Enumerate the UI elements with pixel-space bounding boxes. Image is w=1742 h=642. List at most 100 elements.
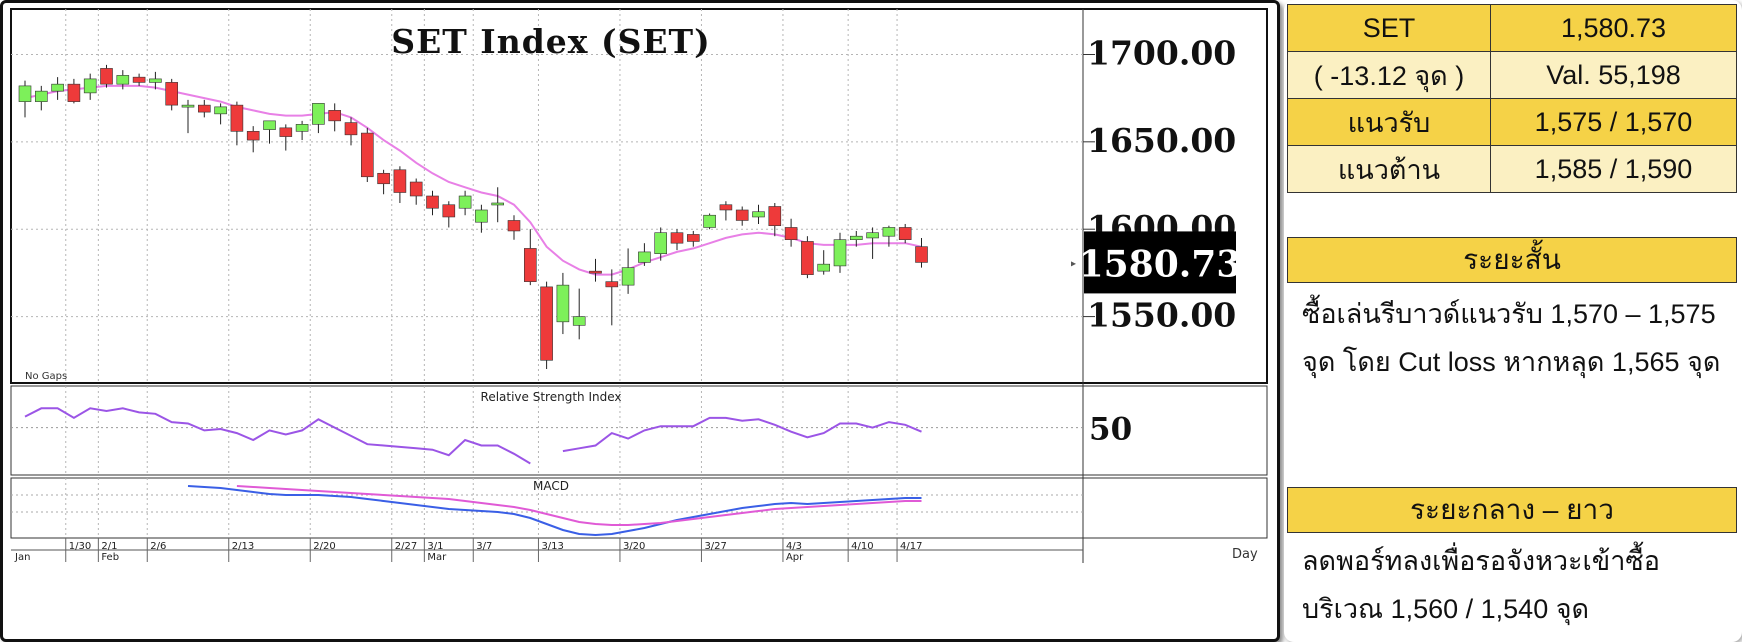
date-tick-label: 4/3 (786, 541, 802, 552)
candle-body (165, 82, 178, 106)
candle (83, 73, 97, 100)
candle-body (475, 209, 488, 223)
gaps-note: No Gaps (25, 371, 67, 382)
candle-body (589, 270, 602, 274)
candle (686, 230, 700, 247)
candle-body (83, 78, 97, 94)
candle (67, 78, 81, 104)
candle-body (442, 204, 456, 218)
rsi-panel-frame (10, 385, 1268, 476)
candle-body (866, 232, 879, 239)
candle (344, 117, 358, 146)
candle (393, 166, 407, 203)
candle (198, 99, 211, 118)
candle (801, 236, 814, 279)
candle-body (377, 172, 390, 185)
candle-body (849, 235, 863, 240)
long-term-line-1: ลดพอร์ทลงเพื่อรอจังหวะเข้าซื้อ (1302, 546, 1660, 576)
candle (768, 202, 782, 237)
candle-body (491, 202, 505, 206)
candle-body (572, 316, 586, 326)
month-label: Mar (427, 552, 447, 563)
date-tick-label: 2/20 (313, 541, 335, 552)
macd-panel-frame (10, 477, 1268, 539)
candle-body (784, 227, 798, 240)
candle-body (100, 68, 113, 85)
candle-body (817, 263, 831, 272)
candle-body (230, 104, 244, 132)
macd-title: MACD (533, 479, 569, 493)
candle (882, 225, 896, 247)
main-panel-frame (10, 8, 1268, 384)
summary-value-traded: Val. 55,198 (1490, 51, 1737, 99)
set-index-chart: 1/30 2/1 2/6 2/13 2/20 2/27 3/1 3/7 3/13 3/20 3/27… (10, 8, 1268, 563)
candle (719, 201, 733, 221)
candle-body (556, 284, 570, 323)
date-tick-label: 2/1 (101, 541, 117, 552)
date-tick-label: 1/30 (69, 541, 91, 552)
candle (898, 223, 912, 244)
candle (866, 227, 879, 259)
candle-body (703, 214, 716, 228)
candle-body (181, 104, 195, 108)
candle (849, 230, 863, 247)
candle-body (621, 267, 635, 286)
candle (132, 73, 146, 86)
short-term-text: ซื้อเล่นรีบาวด์แนวรับ 1,570 – 1,575 จุด … (1302, 290, 1742, 386)
candle (621, 248, 635, 294)
rsi-title: Relative Strength Index (481, 390, 622, 404)
candle-body (801, 241, 814, 275)
date-tick-label: 4/17 (900, 541, 922, 552)
candle (589, 258, 602, 282)
candle (556, 272, 570, 335)
candle-body (344, 122, 358, 136)
rsi-tick-label: 50 (1089, 412, 1132, 448)
candle-body (295, 124, 309, 132)
candle (458, 190, 472, 216)
long-term-text: ลดพอร์ทลงเพื่อรอจังหวะเข้าซื้อ บริเวณ 1,… (1302, 537, 1742, 633)
last-value-badge (1084, 231, 1236, 294)
date-tick-label: 4/10 (851, 541, 873, 552)
candle (34, 85, 48, 111)
candle-body (898, 227, 912, 240)
candle-body (768, 206, 782, 227)
candle (377, 169, 390, 195)
candle-body (654, 232, 668, 254)
candle-body (34, 90, 48, 102)
candle-body (279, 127, 293, 137)
candle (116, 70, 130, 90)
summary-label-resistance: แนวต้าน (1287, 145, 1491, 193)
candle (426, 190, 439, 216)
candle (409, 178, 423, 205)
candle-body (246, 131, 260, 141)
candle-body (149, 78, 162, 83)
candle (670, 229, 684, 251)
candle-body (458, 195, 472, 209)
macd-signal-line (236, 485, 922, 526)
candle-body (328, 110, 342, 122)
summary-value-resistance: 1,585 / 1,590 (1490, 145, 1737, 193)
date-tick-label: 2/6 (150, 541, 166, 552)
date-tick-label: 3/13 (541, 541, 563, 552)
candle (230, 101, 244, 146)
candle (149, 71, 162, 90)
candle-body (686, 234, 700, 242)
chart-panel: 1/30 2/1 2/6 2/13 2/20 2/27 3/1 3/7 3/13 3/20 3/27… (0, 0, 1280, 642)
candle-body (198, 104, 211, 113)
date-tick-label: 3/20 (623, 541, 645, 552)
candle (328, 103, 342, 132)
candle-body (67, 83, 81, 102)
candle-body (507, 220, 521, 232)
month-label: Feb (101, 552, 119, 563)
candle-body (735, 209, 749, 221)
summary-label-set: SET (1287, 4, 1491, 52)
date-tick-label: 2/13 (232, 541, 254, 552)
candle (523, 229, 537, 286)
candle (540, 281, 553, 370)
candle (817, 250, 831, 275)
candle (100, 64, 113, 88)
long-term-heading: ระยะกลาง – ยาว (1287, 487, 1737, 533)
candle-body (214, 106, 227, 115)
date-tick-label: 2/27 (395, 541, 417, 552)
rsi-line (24, 407, 922, 465)
